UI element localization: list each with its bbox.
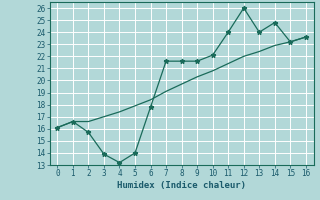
X-axis label: Humidex (Indice chaleur): Humidex (Indice chaleur): [117, 181, 246, 190]
